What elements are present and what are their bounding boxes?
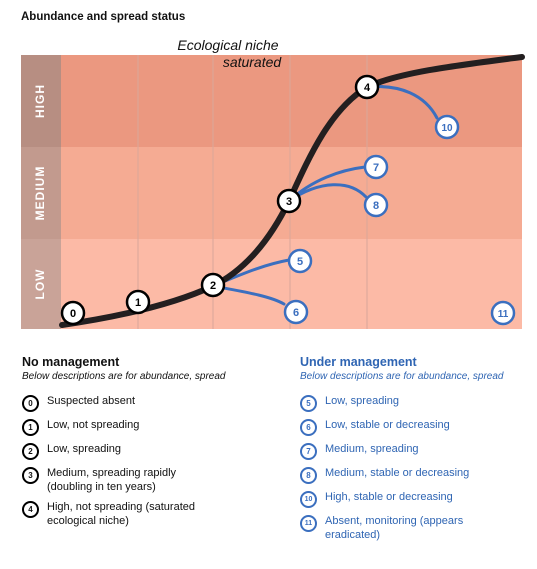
legend-item: 3 Medium, spreading rapidly (doubling in … xyxy=(22,466,272,494)
legend-text: Medium, spreading rapidly (doubling in t… xyxy=(47,467,177,493)
band-medium xyxy=(21,147,522,239)
legend-badge: 0 xyxy=(22,395,39,412)
legend-item: 5 Low, spreading xyxy=(300,394,530,412)
legend-text: Absent, monitoring (appears eradicated) xyxy=(325,515,464,541)
marker-1-label: 1 xyxy=(135,297,141,309)
legend-badge: 3 xyxy=(22,467,39,484)
legend-item: 2 Low, spreading xyxy=(22,442,272,460)
legend-badge: 8 xyxy=(300,467,317,484)
legend-text: Low, stable or decreasing xyxy=(325,419,450,431)
legend-text: Low, spreading xyxy=(325,395,399,407)
legend-item: 4 High, not spreading (saturated ecologic… xyxy=(22,500,272,528)
marker-8: 8 xyxy=(363,192,389,218)
band-label-low: LOW xyxy=(33,269,47,300)
legend-badge: 2 xyxy=(22,443,39,460)
legend-badge: 11 xyxy=(300,515,317,532)
marker-1: 1 xyxy=(125,289,151,315)
tab-high xyxy=(21,55,61,147)
legend-no-management-title: No management xyxy=(22,355,120,369)
marker-5: 5 xyxy=(287,248,313,274)
chart-title: Abundance and spread status xyxy=(21,11,186,23)
status-diagram: HIGH MEDIUM LOW Ecological niche saturat… xyxy=(21,37,525,329)
legend-text: Medium, spreading xyxy=(325,443,419,455)
marker-11-label: 11 xyxy=(498,309,509,320)
legend-no-management-subtitle: Below descriptions are for abundance, sp… xyxy=(22,371,226,382)
legend-badge: 6 xyxy=(300,419,317,436)
legend-text: High, stable or decreasing xyxy=(325,491,453,503)
legend-text: Suspected absent xyxy=(47,395,136,407)
marker-2-label: 2 xyxy=(210,280,216,292)
marker-6: 6 xyxy=(283,299,309,325)
marker-2: 2 xyxy=(200,272,226,298)
legend-under-management-subtitle: Below descriptions are for abundance, sp… xyxy=(300,371,504,382)
legend-under-management: Under management Below descriptions are … xyxy=(300,355,530,548)
marker-3: 3 xyxy=(276,188,302,214)
marker-3-label: 3 xyxy=(286,196,292,208)
legend-badge: 4 xyxy=(22,501,39,518)
legend-text: Low, spreading xyxy=(47,443,121,455)
legend-text: Low, not spreading xyxy=(47,419,140,431)
marker-8-label: 8 xyxy=(373,200,379,212)
marker-5-label: 5 xyxy=(297,256,303,268)
marker-7: 7 xyxy=(363,154,389,180)
marker-6-label: 6 xyxy=(293,307,299,319)
legend-text: Medium, stable or decreasing xyxy=(325,467,470,479)
marker-7-label: 7 xyxy=(373,162,379,174)
marker-10: 10 xyxy=(434,114,460,140)
legend-under-management-title: Under management xyxy=(300,355,417,369)
niche-label-line2: saturated xyxy=(223,54,283,70)
legend-item: 1 Low, not spreading xyxy=(22,418,272,436)
marker-0: 0 xyxy=(60,300,86,326)
legend-item: 10 High, stable or decreasing xyxy=(300,490,530,508)
marker-11: 11 xyxy=(490,300,516,326)
legend-item: 8 Medium, stable or decreasing xyxy=(300,466,530,484)
legend-badge: 1 xyxy=(22,419,39,436)
marker-0-label: 0 xyxy=(70,308,76,320)
band-label-medium: MEDIUM xyxy=(33,166,47,221)
legend-item: 6 Low, stable or decreasing xyxy=(300,418,530,436)
band-low xyxy=(21,239,522,329)
band-label-high: HIGH xyxy=(33,84,47,118)
legend-badge: 7 xyxy=(300,443,317,460)
marker-4: 4 xyxy=(354,74,380,100)
niche-label-line1: Ecological niche xyxy=(177,37,278,53)
legend-text: High, not spreading (saturated ecologica… xyxy=(47,501,195,527)
legend-item: 11 Absent, monitoring (appears eradicated… xyxy=(300,514,530,542)
marker-10-label: 10 xyxy=(441,123,453,134)
legend-no-management: No management Below descriptions are for… xyxy=(22,355,272,534)
legend-badge: 5 xyxy=(300,395,317,412)
legend-item: 0 Suspected absent xyxy=(22,394,272,412)
tab-low xyxy=(21,239,61,329)
tab-medium xyxy=(21,147,61,239)
legend-badge: 10 xyxy=(300,491,317,508)
legend-item: 7 Medium, spreading xyxy=(300,442,530,460)
marker-4-label: 4 xyxy=(364,82,371,94)
